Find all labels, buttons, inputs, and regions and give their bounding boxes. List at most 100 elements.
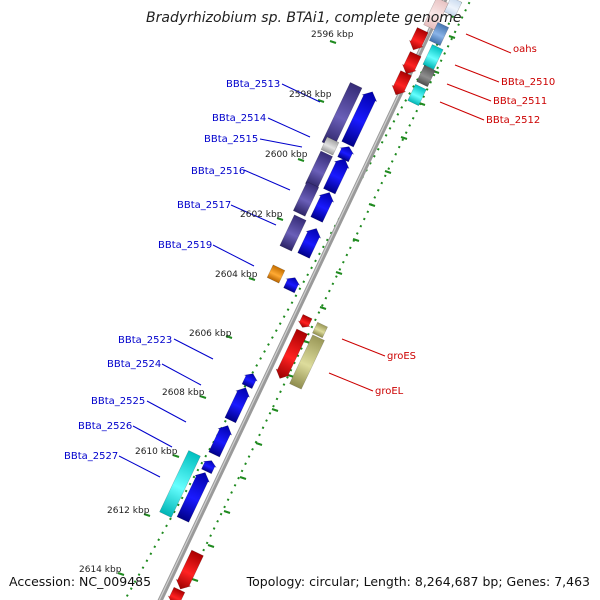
genome-backbone <box>157 0 448 600</box>
tick-track-inner <box>178 0 472 600</box>
tick-mark <box>199 395 207 399</box>
accession-text: Accession: NC_009485 <box>9 574 151 589</box>
gene-bbta-2517[interactable] <box>292 181 320 217</box>
genome-summary: Topology: circular; Length: 8,264,687 bp… <box>246 574 590 589</box>
gene-label[interactable]: BBta_2525 <box>91 396 145 407</box>
gene-bbta-2515-arrow[interactable] <box>336 143 356 163</box>
gene-bbta-2510[interactable] <box>422 44 444 70</box>
tick-mark <box>143 513 151 517</box>
gene-label[interactable]: BBta_2513 <box>226 79 280 90</box>
gene-oahs[interactable] <box>407 27 430 53</box>
tick-mark <box>248 277 256 281</box>
tick-mark <box>255 442 263 446</box>
gene-top-1[interactable] <box>443 0 463 18</box>
gene-bottom-2[interactable] <box>166 586 186 600</box>
gene-top-2[interactable] <box>423 0 449 31</box>
gene-bbta-2511[interactable] <box>416 64 436 88</box>
leader-line <box>454 64 500 83</box>
gene-bbta-2513-arrow[interactable] <box>340 88 379 148</box>
tick-mark <box>329 40 337 44</box>
major-ticks <box>117 40 337 576</box>
tick-mark <box>384 170 392 174</box>
leader-line <box>118 455 161 478</box>
leader-line <box>212 244 255 267</box>
gene-label[interactable]: BBta_2516 <box>191 166 245 177</box>
leader-line <box>341 338 386 357</box>
gene-label[interactable]: groEL <box>375 386 404 397</box>
leader-line <box>132 425 173 448</box>
leader-line <box>465 33 512 54</box>
gene-bbta-2519b[interactable] <box>266 264 286 284</box>
gene-label[interactable]: BBta_2514 <box>212 113 266 124</box>
gene-label[interactable]: groES <box>387 351 416 362</box>
leader-line <box>328 372 374 392</box>
gene-bbta-2519-arrow[interactable] <box>296 225 323 259</box>
kbp-label: 2606 kbp <box>189 329 232 339</box>
gene-label[interactable]: BBta_2510 <box>501 77 555 88</box>
tick-mark <box>271 408 279 412</box>
tick-mark <box>223 510 231 514</box>
gene-label[interactable]: BBta_2512 <box>486 115 540 126</box>
gene-groel[interactable] <box>289 334 325 390</box>
gene-bbta-2523[interactable] <box>241 371 260 390</box>
gene-label[interactable]: BBta_2526 <box>78 421 132 432</box>
tick-mark <box>225 335 233 339</box>
tick-mark <box>448 35 456 39</box>
gene-bbta-2527[interactable] <box>176 469 213 523</box>
kbp-labels: 2596 kbp 2598 kbp 2600 kbp 2602 kbp 2604… <box>79 30 354 575</box>
gene-labels-right: oahs BBta_2510 BBta_2511 BBta_2512 groES… <box>375 44 555 397</box>
gene-label[interactable]: BBta_2515 <box>204 134 258 145</box>
leader-line <box>161 363 202 386</box>
leader-line <box>439 101 485 121</box>
gene-label[interactable]: BBta_2524 <box>107 359 161 370</box>
label-leader-lines <box>118 33 512 478</box>
gene-bbta-2527b[interactable] <box>159 450 201 518</box>
gene-bbta-2520[interactable] <box>282 274 302 294</box>
gene-groel-red[interactable] <box>273 328 309 381</box>
tick-mark <box>319 306 327 310</box>
gene-bbta-2524[interactable] <box>224 385 253 424</box>
tick-mark <box>317 99 325 103</box>
tick-mark <box>239 476 247 480</box>
gene-bbta-2511-red[interactable] <box>389 70 413 98</box>
kbp-label: 2608 kbp <box>162 388 205 398</box>
gene-label[interactable]: BBta_2517 <box>177 200 231 211</box>
gene-bbta-2526[interactable] <box>200 458 218 475</box>
gene-bbta-2516-arrow[interactable] <box>322 155 352 195</box>
tick-mark <box>207 544 215 548</box>
tick-mark <box>418 102 426 106</box>
gene-groes[interactable] <box>312 321 328 339</box>
gene-bbta-2525[interactable] <box>207 422 234 458</box>
tick-mark <box>368 203 376 207</box>
gene-bbta-2510-red[interactable] <box>400 51 423 77</box>
tick-mark <box>117 572 125 576</box>
gene-label[interactable]: BBta_2511 <box>493 96 547 107</box>
tick-mark <box>352 238 360 242</box>
leader-line <box>446 83 492 102</box>
gene-bbta-2519[interactable] <box>279 214 307 252</box>
gene-bottom-1[interactable] <box>173 549 205 593</box>
major-ticks-inner <box>191 35 456 582</box>
gene-bbta-2517-arrow[interactable] <box>309 189 336 223</box>
tick-mark <box>297 158 305 162</box>
leader-line <box>267 117 311 138</box>
gene-label[interactable]: BBta_2519 <box>158 240 212 251</box>
kbp-label: 2596 kbp <box>311 30 354 40</box>
map-title: Bradyrhizobium sp. BTAi1, complete genom… <box>146 10 462 26</box>
kbp-label: 2598 kbp <box>289 90 332 100</box>
leader-line <box>146 400 187 423</box>
gene-label[interactable]: BBta_2527 <box>64 451 118 462</box>
leader-line <box>243 169 291 191</box>
kbp-label: 2612 kbp <box>107 506 150 516</box>
gene-bbta-2512[interactable] <box>407 83 427 107</box>
leader-line <box>173 338 214 360</box>
gene-groes-red[interactable] <box>297 314 314 330</box>
gene-label[interactable]: oahs <box>513 44 537 55</box>
gene-label[interactable]: BBta_2523 <box>118 335 172 346</box>
gene-top-3[interactable] <box>428 22 450 46</box>
kbp-label: 2600 kbp <box>265 150 308 160</box>
tick-mark <box>276 217 284 221</box>
tick-mark <box>172 454 180 458</box>
gene-bbta-2515[interactable] <box>320 136 340 156</box>
